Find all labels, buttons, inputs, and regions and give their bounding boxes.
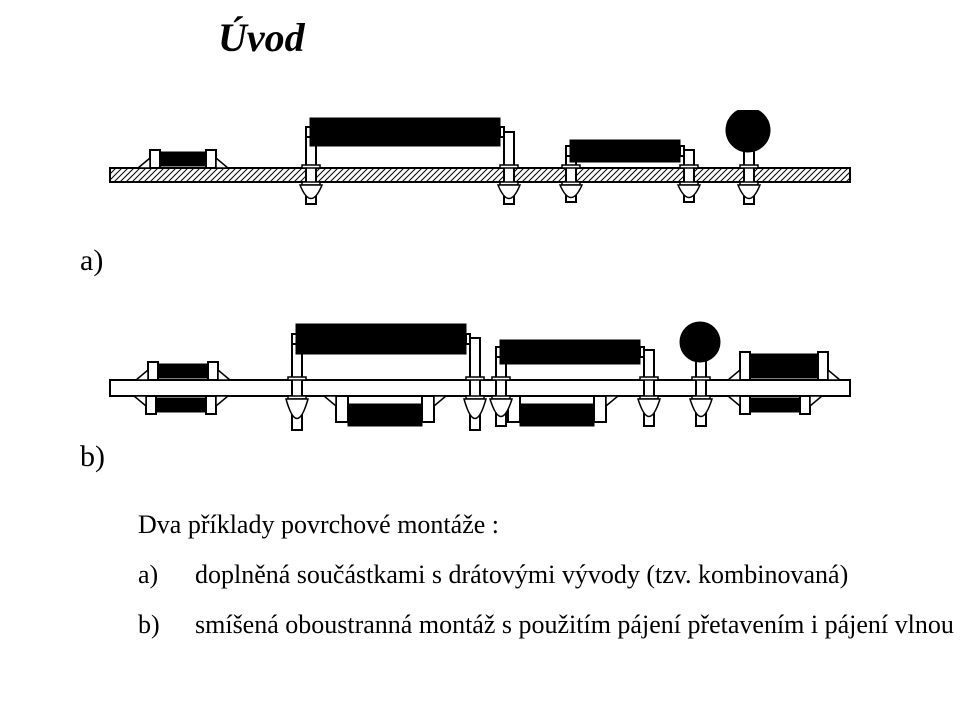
body-bullet-a: a)	[138, 560, 158, 590]
figure-a-svg	[100, 110, 860, 220]
body-line-3: smíšená oboustranná montáž s použitím pá…	[195, 610, 954, 640]
body-line-1: Dva příklady povrchové montáže :	[138, 510, 499, 540]
figure-a	[100, 110, 860, 220]
figure-a-label: a)	[80, 244, 103, 278]
figure-b-svg	[100, 320, 860, 470]
page-title: Úvod	[218, 14, 305, 61]
body-line-2: doplněná součástkami s drátovými vývody …	[195, 560, 848, 590]
body-bullet-b: b)	[138, 610, 160, 640]
figure-b	[100, 320, 860, 470]
